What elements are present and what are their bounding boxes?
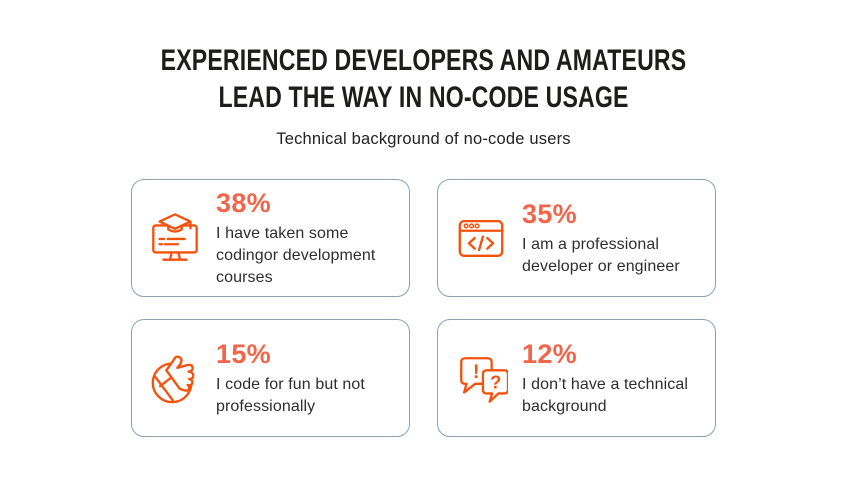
stat-percent: 35% — [522, 198, 577, 229]
chat-bubbles-question-icon: ! ? — [454, 351, 508, 405]
stat-card-nontechnical: ! ? 12% I don’t have a technical backgro… — [437, 319, 716, 437]
stat-card-hobby: 15% I code for fun but not professionall… — [131, 319, 410, 437]
svg-text:!: ! — [473, 362, 479, 383]
stat-card-grid: 38% I have taken some codingor developme… — [131, 179, 716, 437]
stat-card-courses: 38% I have taken some codingor developme… — [131, 179, 410, 297]
stat-label: I have taken some codingor development c… — [216, 224, 376, 286]
stat-label: I code for fun but not professionally — [216, 375, 365, 415]
page-title-line-1: EXPERIENCED DEVELOPERS AND AMATEURS — [160, 44, 687, 77]
monitor-graduation-cap-icon — [148, 211, 202, 265]
stat-card-professional: 35% I am a professional developer or eng… — [437, 179, 716, 297]
browser-code-icon — [454, 211, 508, 265]
thumbs-up-circle-icon — [148, 351, 202, 405]
stat-card-text: 35% I am a professional developer or eng… — [522, 199, 712, 278]
page-subtitle: Technical background of no-code users — [276, 130, 571, 148]
stat-percent: 38% — [216, 187, 271, 218]
svg-text:?: ? — [490, 372, 501, 393]
stat-card-text: 15% I code for fun but not professionall… — [216, 339, 406, 418]
stat-percent: 15% — [216, 338, 271, 369]
stat-label: I am a professional developer or enginee… — [522, 235, 680, 275]
stat-card-text: 38% I have taken some codingor developme… — [216, 188, 406, 289]
page-title-line-2: LEAD THE WAY IN NO-CODE USAGE — [218, 81, 629, 114]
header: EXPERIENCED DEVELOPERS AND AMATEURS LEAD… — [0, 0, 847, 149]
stat-percent: 12% — [522, 338, 577, 369]
stat-card-text: 12% I don’t have a technical background — [522, 339, 712, 418]
stat-label: I don’t have a technical background — [522, 375, 689, 415]
